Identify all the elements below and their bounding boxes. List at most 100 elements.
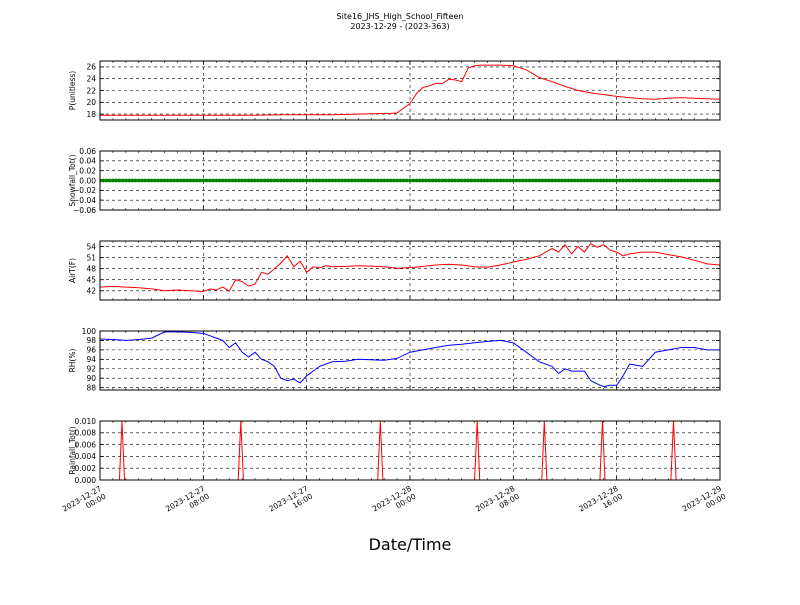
series-point bbox=[288, 178, 293, 183]
series-point bbox=[566, 178, 571, 183]
series-point bbox=[236, 178, 241, 183]
series-point bbox=[634, 178, 638, 183]
series-point bbox=[601, 178, 606, 183]
series-point bbox=[291, 178, 296, 183]
series-point bbox=[585, 178, 590, 183]
series-point bbox=[475, 178, 480, 183]
series-point bbox=[372, 178, 377, 183]
series-point bbox=[653, 178, 658, 183]
series-point bbox=[188, 178, 193, 183]
series-point bbox=[162, 178, 167, 183]
series-point bbox=[146, 178, 151, 183]
series-point bbox=[698, 178, 703, 183]
series-point bbox=[666, 178, 671, 183]
series-point bbox=[608, 178, 613, 183]
y-tick-label: 0.010 bbox=[75, 417, 97, 426]
x-tick-label: 2023-12-2900:00 bbox=[681, 484, 728, 521]
series-point bbox=[169, 178, 173, 183]
y-tick-label: 20 bbox=[86, 98, 96, 107]
series-point bbox=[369, 178, 374, 183]
series-point bbox=[530, 178, 535, 183]
series-point bbox=[249, 178, 254, 183]
series-point bbox=[433, 178, 438, 183]
series-point bbox=[430, 178, 435, 183]
series-point bbox=[504, 178, 509, 183]
y-axis-label: AirT(F) bbox=[68, 258, 77, 283]
series-point bbox=[220, 178, 225, 183]
series-point bbox=[485, 178, 490, 183]
panel-data bbox=[100, 242, 720, 293]
series-point bbox=[217, 178, 222, 183]
series-point bbox=[417, 178, 422, 183]
y-tick-label: −0.04 bbox=[73, 196, 96, 205]
series-point bbox=[401, 178, 406, 183]
panel-data bbox=[100, 331, 720, 388]
series-point bbox=[479, 178, 483, 183]
series-point bbox=[343, 178, 348, 183]
series-point bbox=[427, 178, 432, 183]
series-point bbox=[534, 178, 538, 183]
y-axis-label: Snowfall_Tot() bbox=[68, 154, 77, 206]
series-point bbox=[349, 178, 354, 183]
series-point bbox=[398, 178, 403, 183]
series-point bbox=[701, 178, 706, 183]
series-point bbox=[230, 178, 235, 183]
series-point bbox=[659, 178, 664, 183]
series-point bbox=[650, 178, 655, 183]
series-point bbox=[611, 178, 616, 183]
series-point bbox=[114, 178, 119, 183]
series-point bbox=[676, 178, 680, 183]
series-point bbox=[320, 178, 325, 183]
series-point bbox=[178, 178, 183, 183]
series-point bbox=[395, 178, 399, 183]
y-tick-label: 0.06 bbox=[79, 147, 96, 156]
series-point bbox=[172, 178, 177, 183]
series-point bbox=[317, 178, 322, 183]
series-point bbox=[275, 178, 280, 183]
series-point bbox=[514, 178, 519, 183]
y-tick-label: 88 bbox=[86, 383, 96, 392]
series-point bbox=[356, 178, 361, 183]
series-point bbox=[391, 178, 396, 183]
y-tick-label: 0.000 bbox=[75, 476, 97, 485]
series-point bbox=[627, 178, 632, 183]
series-point bbox=[175, 178, 180, 183]
y-axis-label: P(unitless) bbox=[68, 71, 77, 110]
series-point bbox=[240, 178, 244, 183]
series-point bbox=[462, 178, 467, 183]
series-point bbox=[466, 178, 471, 183]
series-point bbox=[559, 178, 564, 183]
series-point bbox=[311, 178, 316, 183]
series-point bbox=[359, 178, 364, 183]
series-point bbox=[404, 178, 409, 183]
y-tick-label: 90 bbox=[86, 374, 96, 383]
series-point bbox=[630, 178, 635, 183]
series-point bbox=[711, 178, 716, 183]
series-point bbox=[259, 178, 264, 183]
series-point bbox=[408, 178, 412, 183]
series-point bbox=[469, 178, 474, 183]
series-point bbox=[227, 178, 232, 183]
series-point bbox=[327, 178, 332, 183]
x-axis-label: Date/Time bbox=[369, 535, 452, 554]
series-point bbox=[689, 178, 693, 183]
series-point bbox=[375, 178, 380, 183]
panel-frame bbox=[99, 240, 721, 301]
series-point bbox=[366, 178, 370, 183]
panel-2: 42 45 48 51 54 AirT(F) bbox=[68, 240, 721, 301]
series-point bbox=[324, 178, 328, 183]
series-point bbox=[550, 178, 554, 183]
series-point bbox=[424, 178, 429, 183]
series-point bbox=[450, 178, 454, 183]
y-tick-label: 0.008 bbox=[75, 429, 97, 438]
series-point bbox=[282, 178, 286, 183]
y-tick-label: 22 bbox=[86, 86, 96, 95]
series-point bbox=[588, 178, 593, 183]
series-point bbox=[256, 178, 261, 183]
panel-0: 18 20 22 24 26 P(unitless) bbox=[68, 60, 721, 121]
series-point bbox=[198, 178, 203, 183]
series-point bbox=[133, 178, 138, 183]
x-tick-label: 2023-12-2700:00 bbox=[61, 484, 108, 521]
panel-1: −0.06−0.04−0.020.000.020.040.06Snowfall_… bbox=[68, 147, 721, 215]
